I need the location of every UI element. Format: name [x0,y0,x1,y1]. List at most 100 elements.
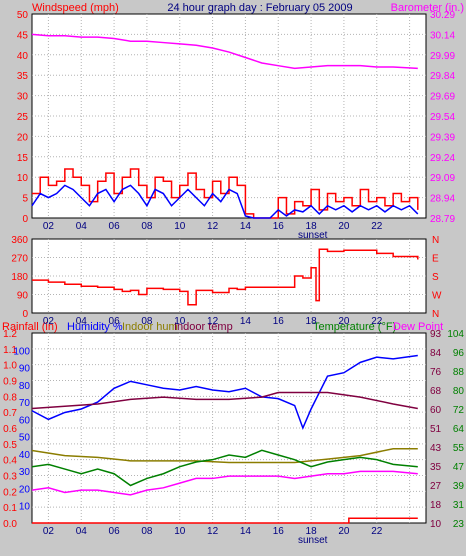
x-tick-label-temp: 22 [371,526,383,537]
x-tick-label-direction: 08 [141,316,153,327]
y-tick-label-barometer: 29.24 [430,153,455,164]
y-tick-label-rainfall: 1.1 [3,345,17,356]
rainfall-axis-label: Rainfall (in) [2,321,58,333]
series-humidity [31,354,418,431]
y-tick-label-humidity: 50 [19,433,31,444]
y-tick-label-direction: 0 [22,309,28,320]
x-tick-label-temp: 04 [76,526,88,537]
x-tick-label-direction: 22 [371,316,383,327]
x-tick-label-temp: 02 [43,526,55,537]
y-tick-label-rainfall: 0.3 [3,472,17,483]
x-tick-label-temp: 20 [338,526,350,537]
y-tick-label-rainfall: 0.6 [3,424,17,435]
x-tick-label-temp: 10 [174,526,186,537]
x-tick-label-direction: 10 [174,316,186,327]
x-tick-label-temp: 06 [109,526,121,537]
dew-point-axis-label: Dew Point [393,321,443,333]
series-indoor-temp [31,391,418,410]
series-windspeed [32,168,419,219]
y-tick-label-temperature: 104 [447,329,464,340]
x-tick-label-wind: 16 [273,221,285,232]
y-tick-label-rainfall: 0.9 [3,377,17,388]
x-tick-label-wind: 18 [306,221,318,232]
x-tick-label-wind: 12 [207,221,219,232]
y-tick-label-wind: 5 [22,194,28,205]
y-tick-label-humidity: 10 [19,502,31,513]
y-tick-label-barometer: 30.14 [430,30,455,41]
y-tick-label-wind: 50 [17,10,29,21]
y-tick-label-humidity: 100 [13,346,30,357]
y-tick-label-temperature: 23 [453,519,465,530]
x-tick-label-direction: 04 [76,316,88,327]
chart-title: 24 hour graph day : February 05 2009 [167,2,352,14]
y-tick-label-barometer: 30.29 [430,10,455,21]
y-tick-label-direction: 90 [17,291,29,302]
y-tick-label-temperature: 64 [453,424,465,435]
x-tick-label-direction: 06 [109,316,121,327]
sunset-label-wind: sunset [298,230,328,241]
y-tick-label-humidity: 90 [19,364,31,375]
y-tick-label-barometer: 29.54 [430,112,455,123]
y-tick-label-indoor: 76 [430,367,442,378]
y-tick-label-rainfall: 0.7 [3,408,17,419]
indoor-hum-axis-label: Indoor hum [122,321,178,333]
y-tick-label-indoor: 35 [430,462,442,473]
y-tick-label-wind: 15 [17,153,29,164]
sunset-label-temp: sunset [298,535,328,546]
series-temperature [31,449,418,487]
y-tick-label-barometer: 29.99 [430,51,455,62]
x-tick-label-wind: 02 [43,221,55,232]
series-barometer [31,33,418,70]
x-tick-label-direction: 14 [240,316,252,327]
y-tick-label-indoor: 18 [430,500,442,511]
y-tick-label-compass: E [432,254,439,265]
y-tick-label-indoor: 27 [430,481,442,492]
x-tick-label-temp: 14 [240,526,252,537]
series-wind-average [31,184,419,219]
y-tick-label-barometer: 29.84 [430,71,455,82]
y-tick-label-rainfall: 0.8 [3,392,17,403]
x-tick-label-wind: 08 [141,221,153,232]
y-tick-label-rainfall: 0.0 [3,519,17,530]
y-tick-label-temperature: 96 [453,348,465,359]
y-tick-label-rainfall: 1.2 [3,329,17,340]
y-tick-label-wind: 45 [17,30,29,41]
y-tick-label-humidity: 20 [19,484,31,495]
x-tick-label-wind: 22 [371,221,383,232]
y-tick-label-humidity: 60 [19,415,31,426]
y-tick-label-direction: 270 [11,254,28,265]
y-tick-label-humidity: 80 [19,381,31,392]
y-tick-label-wind: 20 [17,132,29,143]
series-dew-point [31,470,418,496]
y-tick-label-rainfall: 0.5 [3,440,17,451]
y-tick-label-indoor: 10 [430,519,442,530]
y-tick-label-barometer: 29.69 [430,92,455,103]
y-tick-label-barometer: 29.39 [430,132,455,143]
y-tick-label-wind: 35 [17,71,29,82]
humidity-axis-label: Humidity % [67,321,123,333]
x-tick-label-temp: 12 [207,526,219,537]
x-tick-label-wind: 04 [76,221,88,232]
temperature-axis-label: Temperature (°F) [313,321,396,333]
x-tick-label-temp: 18 [306,526,318,537]
y-tick-label-compass: N [432,235,439,246]
y-tick-label-rainfall: 0.4 [3,456,17,467]
y-tick-label-temperature: 80 [453,386,465,397]
y-tick-label-compass: S [432,272,439,283]
y-tick-label-humidity: 70 [19,398,31,409]
y-tick-label-compass: N [432,309,439,320]
chart-layer: 02 04 06 08 10 12 14 16 18 20 22051015202530354045… [3,10,464,546]
x-tick-label-direction: 16 [273,316,285,327]
y-tick-label-temperature: 31 [453,500,465,511]
y-tick-label-humidity: 40 [19,450,31,461]
plot-area-temp [31,332,427,524]
y-tick-label-barometer: 28.79 [430,214,455,225]
y-tick-label-direction: 180 [11,272,28,283]
indoor-temp-axis-label: Indoor temp [174,321,233,333]
y-tick-label-indoor: 84 [430,348,442,359]
x-tick-label-wind: 14 [240,221,252,232]
y-tick-label-indoor: 93 [430,329,442,340]
y-tick-label-temperature: 39 [453,481,465,492]
y-tick-label-wind: 25 [17,112,29,123]
